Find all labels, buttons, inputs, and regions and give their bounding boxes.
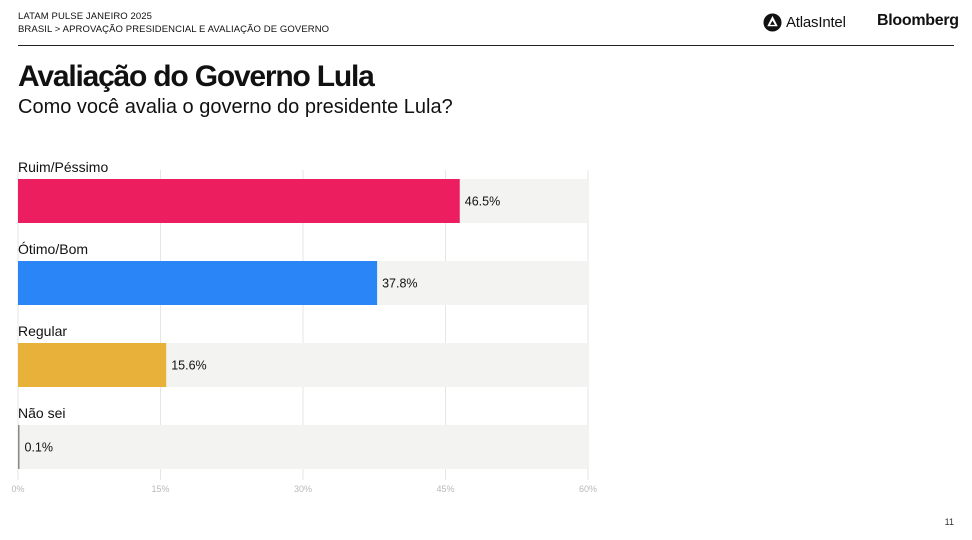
- header-divider: [18, 45, 954, 46]
- data-label: 15.6%: [171, 359, 206, 373]
- bar: [18, 425, 20, 469]
- chart-subtitle: Como você avalia o governo do presidente…: [18, 96, 453, 118]
- category-label: Regular: [18, 323, 67, 339]
- report-series-label: LATAM PULSE JANEIRO 2025: [18, 11, 153, 22]
- x-tick-label: 45%: [436, 484, 454, 494]
- data-label: 0.1%: [25, 441, 54, 455]
- x-tick-label: 30%: [294, 484, 312, 494]
- x-tick-label: 15%: [151, 484, 169, 494]
- category-label: Não sei: [18, 405, 65, 421]
- report-header: LATAM PULSE JANEIRO 2025 BRASIL > APROVA…: [18, 11, 329, 35]
- atlasintel-logo: AtlasIntel: [763, 13, 846, 32]
- category-label: Ótimo/Bom: [18, 241, 88, 257]
- bar: [18, 261, 378, 305]
- breadcrumb: BRASIL > APROVAÇÃO PRESIDENCIAL E AVALIA…: [18, 24, 330, 35]
- bloomberg-logo: Bloomberg: [877, 12, 959, 29]
- category-label: Ruim/Péssimo: [18, 159, 108, 175]
- bar: [18, 343, 167, 387]
- atlasintel-logo-icon: [763, 13, 782, 32]
- data-label: 46.5%: [465, 195, 500, 209]
- page-number: 11: [944, 517, 954, 527]
- bar-track: [18, 425, 588, 469]
- chart-title: Avaliação do Governo Lula: [18, 60, 375, 93]
- x-tick-label: 0%: [11, 484, 24, 494]
- atlasintel-wordmark: AtlasIntel: [786, 14, 846, 31]
- bar: [18, 179, 460, 223]
- x-tick-label: 60%: [579, 484, 597, 494]
- data-label: 37.8%: [382, 277, 417, 291]
